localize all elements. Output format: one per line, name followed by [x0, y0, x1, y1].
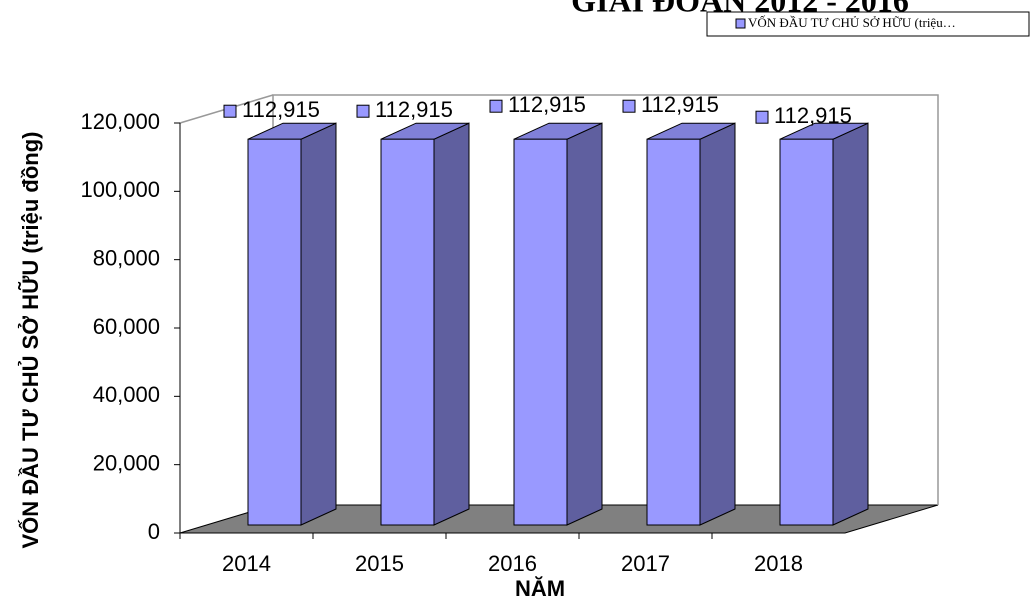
- bar-front: [646, 138, 701, 526]
- x-axis-title: NĂM: [515, 576, 565, 601]
- bar-side: [566, 122, 603, 526]
- bar-side: [300, 122, 337, 526]
- value-label: 112,915: [508, 92, 586, 117]
- x-tick-label: 2016: [488, 551, 537, 576]
- value-label: 112,915: [774, 103, 852, 128]
- bar-side: [433, 122, 470, 526]
- bar-front: [247, 138, 302, 526]
- y-axis-title: VỐN ĐẦU TƯ CHỦ SỞ HỮU (triệu đồng): [17, 131, 43, 548]
- x-tick-label: 2017: [621, 551, 670, 576]
- y-tick-label: 60,000: [93, 314, 160, 339]
- bar: [646, 122, 736, 526]
- y-tick-label: 0: [148, 519, 160, 544]
- value-label-key: [622, 99, 636, 113]
- value-label-key: [356, 104, 370, 118]
- value-label-key: [223, 104, 237, 118]
- bar-front: [513, 138, 568, 526]
- bar: [380, 122, 470, 526]
- value-label: 112,915: [242, 97, 320, 122]
- bar-front: [779, 138, 834, 526]
- x-tick-label: 2014: [222, 551, 271, 576]
- legend-label: VỐN ĐẦU TƯ CHỦ SỞ HỮU (triệu…: [748, 15, 956, 30]
- legend-swatch: [735, 18, 746, 29]
- bar: [513, 122, 603, 526]
- legend-box: [706, 11, 1030, 37]
- y-tick-label: 100,000: [80, 177, 160, 202]
- value-label: 112,915: [375, 97, 453, 122]
- bar: [247, 122, 337, 526]
- bar-side: [699, 122, 736, 526]
- y-tick-label: 20,000: [93, 450, 160, 475]
- value-label-key: [489, 99, 503, 113]
- bar-front: [380, 138, 435, 526]
- value-label-key: [755, 110, 769, 124]
- x-tick-label: 2015: [355, 551, 404, 576]
- value-label: 112,915: [641, 92, 719, 117]
- x-tick-label: 2018: [754, 551, 803, 576]
- y-tick-label: 40,000: [93, 382, 160, 407]
- y-tick-label: 80,000: [93, 245, 160, 270]
- y-tick-label: 120,000: [80, 109, 160, 134]
- bar: [779, 122, 869, 526]
- bar-side: [832, 122, 869, 526]
